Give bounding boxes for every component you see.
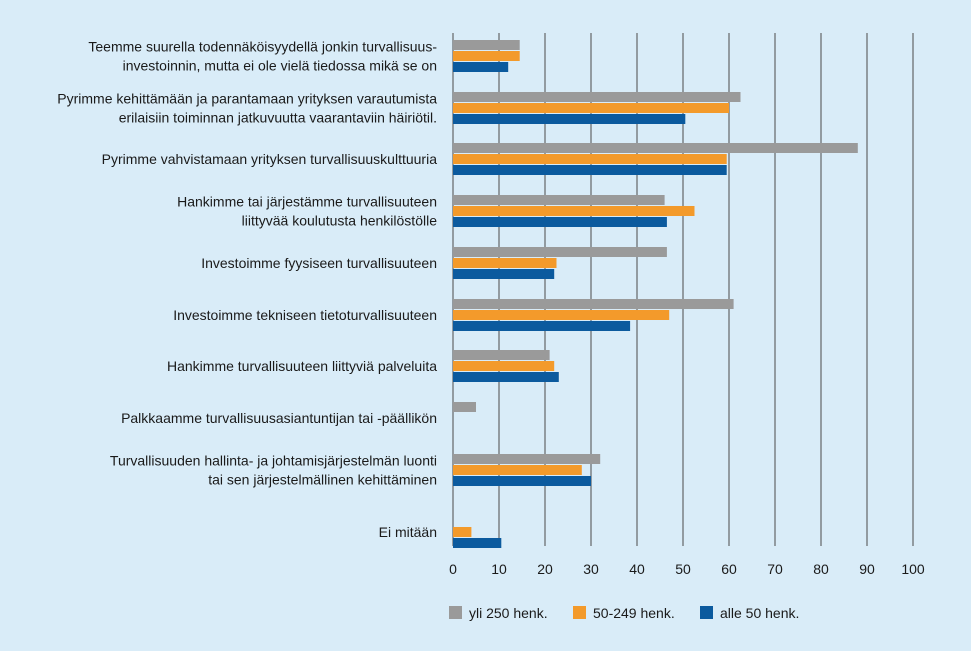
bar-2-2 [453, 103, 729, 113]
bar-3-3 [453, 165, 727, 175]
category-label: Hankimme tai järjestämme turvallisuuteen [177, 194, 437, 210]
category-label: Turvallisuuden hallinta- ja johtamisjärj… [110, 453, 437, 469]
x-tick-label: 0 [449, 561, 457, 577]
bar-3-2 [453, 114, 686, 124]
bar-2-7 [453, 361, 555, 371]
x-tick-label: 90 [859, 561, 875, 577]
bar-3-1 [453, 62, 509, 72]
bar-3-10 [453, 538, 502, 548]
category-label: Pyrimme kehittämään ja parantamaan yrity… [57, 91, 437, 107]
category-label: investoinnin, mutta ei ole vielä tiedoss… [123, 58, 437, 74]
x-tick-label: 50 [675, 561, 691, 577]
bar-2-9 [453, 465, 582, 475]
legend-swatch [449, 606, 462, 619]
x-tick-label: 30 [583, 561, 599, 577]
bar-3-4 [453, 217, 667, 227]
category-label: Pyrimme vahvistamaan yrityksen turvallis… [102, 151, 438, 167]
bar-3-9 [453, 476, 591, 486]
category-label: Investoimme tekniseen tietoturvallisuute… [173, 307, 437, 323]
x-tick-label: 70 [767, 561, 783, 577]
bar-2-10 [453, 527, 472, 537]
category-label: Hankimme turvallisuuteen liittyviä palve… [167, 358, 437, 374]
bar-2-4 [453, 206, 695, 216]
bar-3-6 [453, 321, 631, 331]
bar-1-7 [453, 350, 550, 360]
category-label: Investoimme fyysiseen turvallisuuteen [201, 255, 437, 271]
legend-swatch [573, 606, 586, 619]
x-tick-label: 60 [721, 561, 737, 577]
bar-1-3 [453, 143, 858, 153]
legend-label: yli 250 henk. [469, 605, 548, 621]
bar-2-6 [453, 310, 670, 320]
category-label: tai sen järjestelmällinen kehittäminen [208, 472, 437, 488]
category-label: Palkkaamme turvallisuusasiantuntijan tai… [121, 410, 437, 426]
category-label: erilaisiin toiminnan jatkuvuutta vaarant… [119, 110, 437, 126]
bar-1-9 [453, 454, 601, 464]
bar-1-2 [453, 92, 741, 102]
bar-1-8 [453, 402, 476, 412]
x-tick-label: 100 [901, 561, 925, 577]
bar-3-5 [453, 269, 555, 279]
category-label: Teemme suurella todennäköisyydellä jonki… [88, 39, 437, 55]
legend-swatch [700, 606, 713, 619]
x-tick-label: 40 [629, 561, 645, 577]
x-tick-label: 80 [813, 561, 829, 577]
bar-1-5 [453, 247, 667, 257]
bar-2-1 [453, 51, 520, 61]
category-label: liittyvää koulutusta henkilöstölle [242, 213, 438, 229]
bar-3-7 [453, 372, 559, 382]
x-tick-label: 10 [491, 561, 507, 577]
bar-1-6 [453, 299, 734, 309]
bar-2-3 [453, 154, 727, 164]
legend-label: 50-249 henk. [593, 605, 675, 621]
legend-label: alle 50 henk. [720, 605, 799, 621]
x-tick-label: 20 [537, 561, 553, 577]
bar-2-5 [453, 258, 557, 268]
category-label: Ei mitään [379, 524, 437, 540]
bar-1-1 [453, 40, 520, 50]
bar-1-4 [453, 195, 665, 205]
